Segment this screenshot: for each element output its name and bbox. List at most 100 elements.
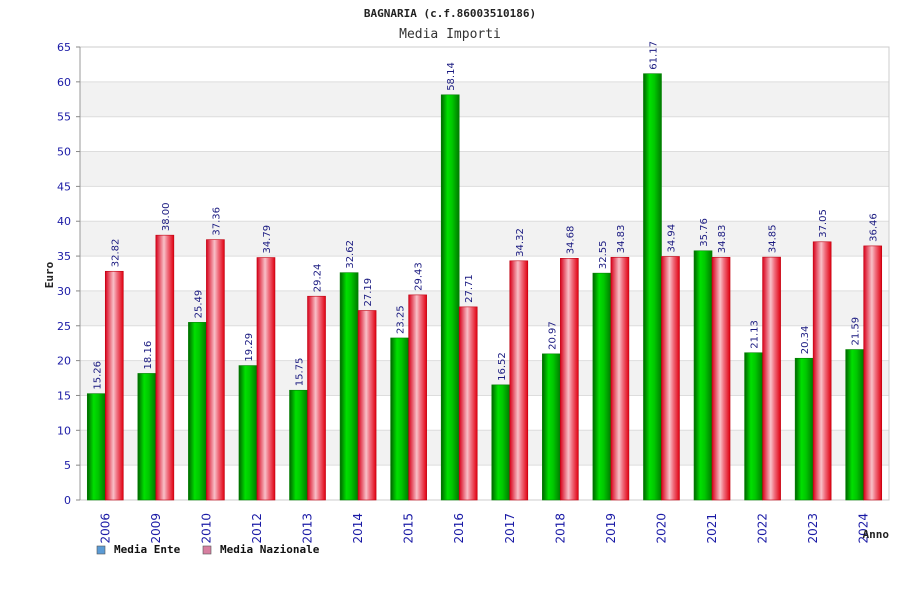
bar-media-ente-2013 [289, 389, 308, 501]
bar-media-nazionale-2020 [661, 256, 680, 501]
data-label: 61.17 [648, 41, 659, 70]
bar-media-ente-2020 [643, 73, 662, 501]
x-axis-label: Anno [863, 528, 890, 541]
data-label: 34.83 [616, 225, 627, 254]
x-tick-label: 2024 [857, 513, 871, 544]
y-tick-label: 25 [57, 320, 71, 333]
x-tick-label: 2015 [402, 513, 416, 544]
y-tick-label: 10 [57, 424, 71, 437]
x-tick-label: 2009 [149, 513, 163, 544]
bar-media-nazionale-2018 [560, 258, 579, 501]
y-tick-label: 30 [57, 285, 71, 298]
bar-media-ente-2017 [491, 384, 511, 501]
data-label: 25.49 [193, 290, 204, 319]
bar-media-ente-2014 [339, 272, 359, 501]
data-label: 34.85 [768, 224, 779, 253]
bar-media-ente-2016 [440, 94, 460, 501]
data-label: 23.25 [396, 305, 407, 334]
grid-band [80, 81, 889, 117]
data-label: 34.94 [666, 224, 677, 253]
data-label: 32.62 [345, 240, 356, 269]
data-label: 29.43 [414, 262, 425, 291]
y-axis-label: Euro [43, 261, 56, 288]
x-tick-label: 2006 [98, 513, 112, 544]
legend-label-media-nazionale: Media Nazionale [220, 543, 320, 556]
bar-media-ente-2022 [744, 352, 763, 501]
data-label: 27.19 [363, 278, 374, 307]
bar-media-ente-2024 [845, 349, 865, 501]
bar-media-nazionale-2016 [458, 306, 478, 501]
data-label: 34.32 [515, 228, 526, 257]
legend-swatch-media-nazionale [202, 545, 212, 555]
bar-media-ente-2023 [794, 357, 814, 501]
bar-media-ente-2012 [238, 365, 258, 501]
data-label: 32.55 [598, 241, 609, 270]
x-tick-label: 2012 [250, 513, 264, 544]
y-tick-label: 60 [57, 76, 71, 89]
grid-band [80, 186, 889, 222]
bar-media-ente-2010 [188, 322, 207, 501]
bar-media-nazionale-2019 [610, 256, 630, 501]
legend-label-media-ente: Media Ente [114, 543, 181, 556]
x-tick-label: 2017 [503, 513, 517, 544]
x-tick-label: 2019 [604, 513, 618, 544]
legend-swatch-media-ente [96, 545, 106, 555]
grid-band [80, 151, 889, 187]
x-tick-label: 2016 [452, 513, 466, 544]
data-label: 34.79 [262, 225, 273, 254]
y-tick-label: 65 [57, 41, 71, 54]
x-axis: 2006 2009 2010 2012 2013 2014 2015 2016 2017 2018… [98, 513, 870, 544]
grid-band [80, 47, 889, 82]
data-label: 37.05 [818, 209, 829, 238]
data-label: 21.13 [750, 320, 761, 349]
chart-title: BAGNARIA (c.f.86003510186) [364, 7, 536, 20]
bar-media-ente-2009 [137, 373, 157, 501]
bar-media-nazionale-2013 [307, 295, 326, 501]
data-label: 15.26 [92, 361, 103, 390]
x-tick-label: 2023 [806, 513, 820, 544]
data-label: 38.00 [161, 203, 172, 232]
x-tick-label: 2014 [351, 513, 365, 544]
bar-media-nazionale-2024 [863, 245, 883, 501]
data-label: 21.59 [851, 317, 862, 346]
y-tick-label: 45 [57, 180, 71, 193]
y-tick-label: 35 [57, 250, 71, 263]
data-label: 16.52 [497, 352, 508, 381]
bars-group: 15.26 32.82 18.16 38.00 25.49 37.36 19.29 34.79… [86, 41, 883, 501]
bar-media-nazionale-2015 [408, 294, 427, 501]
y-tick-label: 55 [57, 111, 71, 124]
bar-media-nazionale-2014 [357, 310, 377, 501]
data-label: 20.97 [547, 321, 558, 350]
y-tick-label: 5 [64, 459, 71, 472]
data-label: 34.83 [717, 225, 728, 254]
data-label: 37.36 [211, 207, 222, 236]
data-label: 36.46 [869, 213, 880, 242]
data-label: 19.29 [244, 333, 255, 362]
x-tick-label: 2020 [654, 513, 668, 544]
x-tick-label: 2022 [756, 513, 770, 544]
x-tick-label: 2021 [705, 513, 719, 544]
bar-media-nazionale-2021 [711, 256, 731, 501]
bar-media-ente-2021 [693, 250, 713, 501]
y-tick-label: 50 [57, 146, 71, 159]
y-tick-label: 40 [57, 215, 71, 228]
legend: Media Ente Media Nazionale [96, 543, 320, 556]
bar-media-nazionale-2009 [155, 234, 175, 501]
x-tick-label: 2018 [553, 513, 567, 544]
data-label: 29.24 [313, 264, 324, 293]
bar-media-nazionale-2017 [509, 260, 529, 501]
data-label: 32.82 [110, 239, 121, 268]
x-tick-label: 2010 [199, 513, 213, 544]
bar-media-ente-2006 [86, 393, 106, 501]
data-label: 58.14 [446, 62, 457, 91]
bar-media-nazionale-2010 [206, 239, 225, 501]
bar-media-nazionale-2023 [812, 241, 832, 501]
data-label: 15.75 [295, 358, 306, 387]
y-tick-label: 0 [64, 494, 71, 507]
data-label: 18.16 [143, 341, 154, 370]
y-tick-label: 20 [57, 355, 71, 368]
data-label: 27.71 [464, 274, 475, 303]
chart-subtitle: Media Importi [399, 27, 501, 42]
data-label: 34.68 [565, 226, 576, 255]
